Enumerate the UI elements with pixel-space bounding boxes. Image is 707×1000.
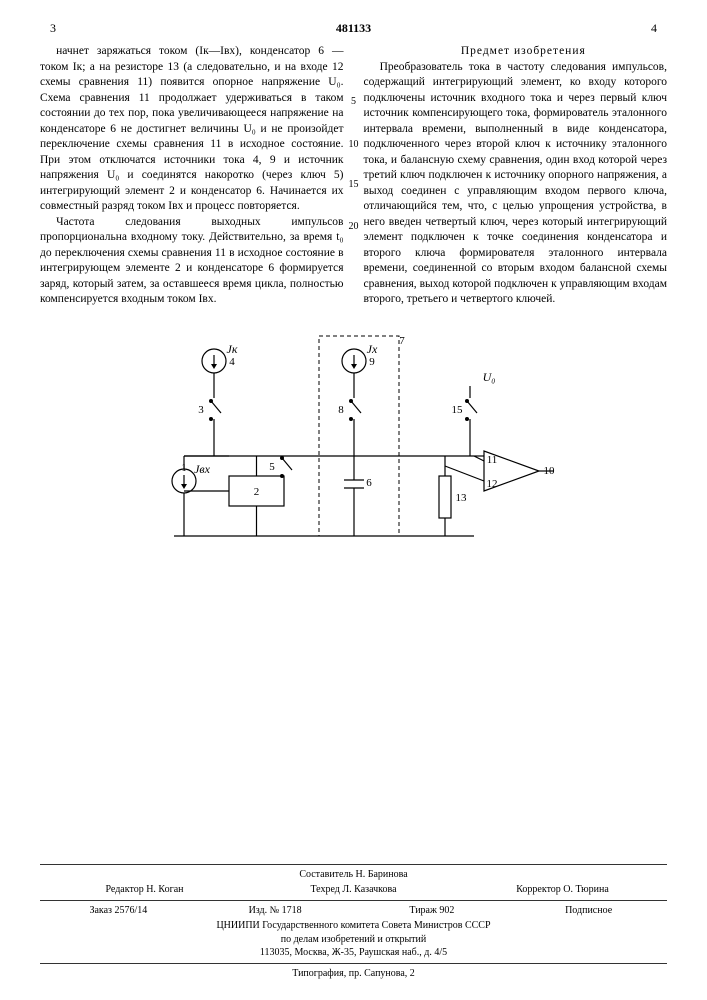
line-marker: 10 — [349, 138, 359, 152]
svg-text:4: 4 — [229, 356, 235, 368]
body-paragraph: начнет заряжаться током (Iк—Iвх), конден… — [40, 44, 344, 215]
svg-text:2: 2 — [253, 486, 259, 498]
page-num-left: 3 — [50, 20, 56, 36]
svg-text:13: 13 — [455, 492, 467, 504]
svg-text:11: 11 — [486, 454, 497, 466]
svg-text:7: 7 — [399, 335, 405, 347]
svg-text:Jк: Jк — [226, 342, 237, 356]
svg-text:Jx: Jx — [366, 342, 377, 356]
body-paragraph: Частота следования выходных импульсов пр… — [40, 215, 344, 308]
svg-text:3: 3 — [198, 404, 204, 416]
schematic-figure: Jк4JвхJx9385152613U₀11121071 — [144, 326, 564, 596]
svg-text:6: 6 — [366, 477, 372, 489]
footer-tech: Техред Л. Казачкова — [249, 883, 458, 897]
text-columns: начнет заряжаться током (Iк—Iвх), конден… — [40, 44, 667, 308]
footer-org2: по делам изобретений и открытий — [40, 933, 667, 947]
footer-compiler: Составитель Н. Баринова — [40, 868, 667, 882]
footer-order: Заказ 2576/14 — [40, 904, 197, 918]
footer-sub: Подписное — [510, 904, 667, 918]
svg-text:1: 1 — [181, 462, 187, 474]
line-marker: 5 — [351, 95, 356, 109]
right-column: Предмет изобретения Преобразователь тока… — [364, 44, 668, 308]
svg-text:5: 5 — [269, 461, 275, 473]
footer-print: Типография, пр. Сапунова, 2 — [40, 967, 667, 981]
line-marker: 20 — [349, 220, 359, 234]
svg-text:U₀: U₀ — [482, 370, 495, 384]
footer-addr: 113035, Москва, Ж-35, Раушская наб., д. … — [40, 946, 667, 960]
subject-title: Предмет изобретения — [364, 44, 668, 60]
doc-number: 481133 — [40, 20, 667, 36]
page-num-right: 4 — [651, 20, 657, 36]
line-marker: 15 — [349, 178, 359, 192]
footer: Составитель Н. Баринова Редактор Н. Кога… — [40, 861, 667, 981]
svg-text:9: 9 — [369, 356, 375, 368]
body-paragraph: Преобразователь тока в частоту следовани… — [364, 60, 668, 308]
footer-org: ЦНИИПИ Государственного комитета Совета … — [40, 919, 667, 933]
left-column: начнет заряжаться током (Iк—Iвх), конден… — [40, 44, 344, 308]
svg-text:8: 8 — [338, 404, 344, 416]
svg-text:12: 12 — [486, 478, 497, 490]
footer-tirazh: Тираж 902 — [354, 904, 511, 918]
footer-izd: Изд. № 1718 — [197, 904, 354, 918]
svg-text:Jвх: Jвх — [194, 462, 211, 476]
svg-text:15: 15 — [451, 404, 463, 416]
footer-editor: Редактор Н. Коган — [40, 883, 249, 897]
footer-corrector: Корректор О. Тюрина — [458, 883, 667, 897]
